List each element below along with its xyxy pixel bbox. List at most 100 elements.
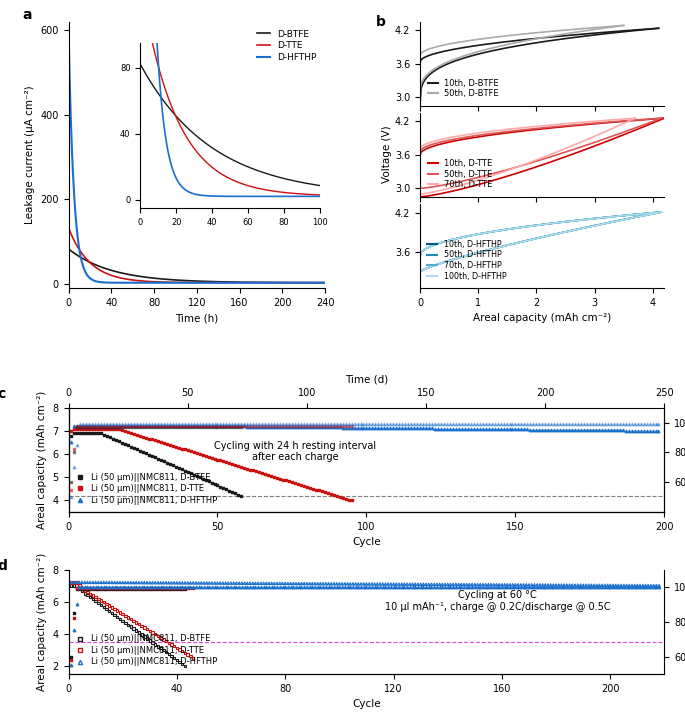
Point — [163, 582, 174, 594]
Point — [134, 420, 145, 432]
Point — [469, 423, 479, 435]
Point — [120, 583, 131, 594]
Point — [84, 422, 95, 433]
Point — [164, 458, 175, 470]
Point — [242, 420, 253, 432]
Point — [109, 583, 120, 594]
Point — [258, 581, 269, 593]
Point — [74, 583, 85, 594]
Point — [231, 581, 242, 593]
Point — [583, 579, 594, 591]
Point — [466, 581, 477, 593]
Point — [87, 420, 98, 432]
Point — [316, 418, 327, 429]
Point — [355, 422, 366, 434]
Point — [372, 581, 383, 593]
Point — [117, 576, 128, 588]
Point — [90, 420, 101, 432]
Point — [103, 583, 114, 594]
D-HFTHP — [314, 278, 322, 287]
Point — [304, 581, 315, 593]
Point — [188, 577, 199, 589]
Point — [460, 418, 471, 429]
Point — [101, 582, 112, 594]
Legend: Li (50 μm)||NMC811, D-BTFE, Li (50 μm)||NMC811, D-TTE, Li (50 μm)||NMC811, D-HFT: Li (50 μm)||NMC811, D-BTFE, Li (50 μm)||… — [73, 469, 221, 508]
Point — [128, 615, 139, 627]
Point — [483, 579, 494, 590]
Point — [286, 420, 297, 432]
Point — [90, 420, 101, 432]
Point — [171, 420, 182, 432]
Point — [584, 424, 595, 436]
Point — [388, 418, 399, 429]
Point — [483, 418, 494, 429]
Point — [139, 583, 150, 594]
Point — [68, 580, 79, 592]
Point — [221, 422, 232, 433]
Point — [627, 580, 638, 592]
Point — [82, 576, 93, 588]
Point — [313, 420, 324, 432]
Point — [373, 422, 384, 434]
Point — [142, 582, 153, 594]
Point — [432, 581, 443, 593]
Point — [556, 579, 567, 591]
Point — [301, 481, 312, 493]
Point — [436, 418, 447, 429]
Point — [645, 580, 656, 592]
Point — [145, 577, 155, 589]
Point — [230, 421, 241, 432]
Point — [167, 418, 178, 429]
Point — [147, 422, 158, 433]
Line: D-HFTHP: D-HFTHP — [68, 30, 325, 282]
Point — [71, 576, 82, 588]
Point — [129, 428, 140, 440]
Point — [377, 579, 388, 590]
Point — [301, 581, 312, 593]
Point — [218, 418, 229, 429]
Point — [295, 418, 306, 429]
Point — [593, 424, 604, 436]
Point — [393, 581, 404, 593]
Point — [224, 418, 235, 429]
Point — [347, 578, 358, 589]
Point — [396, 579, 407, 590]
Point — [316, 420, 327, 432]
Point — [401, 579, 412, 590]
Point — [209, 420, 220, 432]
Point — [410, 581, 421, 593]
Point — [537, 418, 548, 429]
Point — [356, 578, 366, 589]
Point — [573, 418, 584, 429]
Point — [227, 486, 238, 498]
Point — [160, 582, 171, 594]
Point — [103, 605, 114, 617]
Point — [648, 581, 659, 593]
Point — [621, 579, 632, 591]
Point — [117, 608, 128, 619]
Point — [385, 422, 396, 434]
Point — [174, 582, 185, 594]
Point — [577, 579, 588, 591]
Point — [376, 418, 387, 429]
Point — [66, 655, 77, 666]
Point — [269, 418, 279, 429]
Point — [260, 468, 271, 480]
Point — [277, 474, 288, 485]
Point — [209, 418, 220, 429]
Point — [167, 460, 178, 471]
Point — [74, 581, 85, 593]
Point — [404, 581, 415, 593]
Point — [588, 424, 599, 436]
Point — [227, 421, 238, 432]
Point — [551, 581, 562, 593]
Point — [188, 420, 199, 432]
Point — [434, 581, 445, 593]
Point — [169, 577, 179, 589]
Point — [123, 619, 134, 630]
Point — [537, 581, 548, 593]
Point — [564, 581, 575, 593]
Point — [125, 583, 136, 594]
Point — [407, 579, 418, 590]
Point — [112, 581, 123, 593]
